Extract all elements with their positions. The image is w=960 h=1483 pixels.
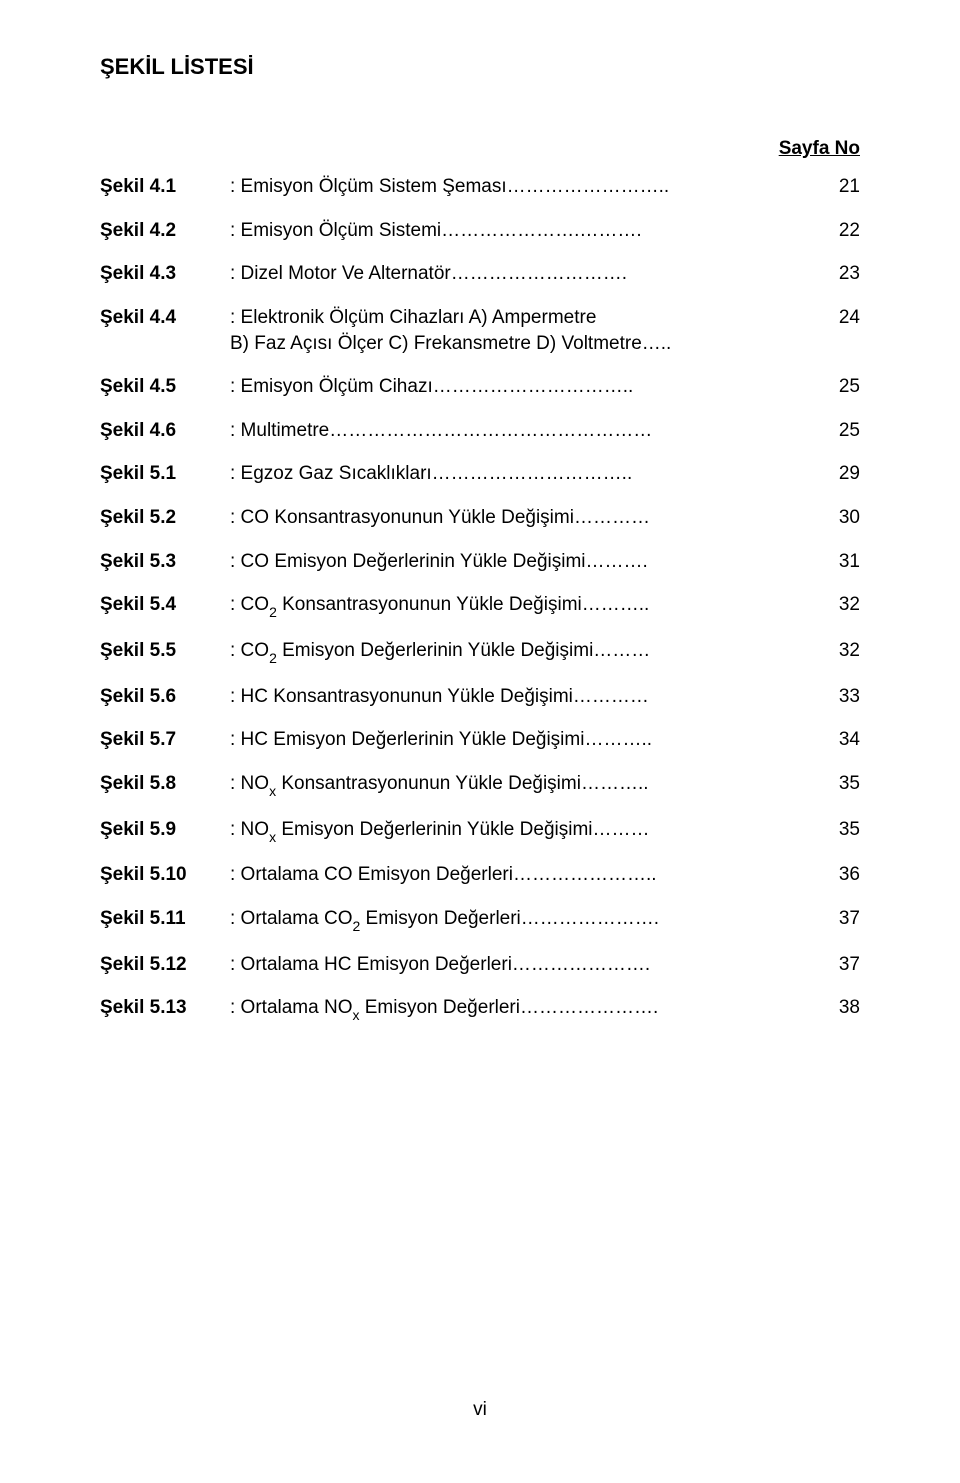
table-row: Şekil 5.2: CO Konsantrasyonunun Yükle De…	[100, 505, 860, 549]
figure-label: Şekil 4.1	[100, 174, 230, 218]
figure-description: : HC Konsantrasyonunun Yükle Değişimi…………	[230, 684, 800, 728]
figure-page-number: 34	[800, 727, 860, 771]
table-row: Şekil 5.10: Ortalama CO Emisyon Değerler…	[100, 862, 860, 906]
table-row: Şekil 4.2: Emisyon Ölçüm Sistemi………………….…	[100, 218, 860, 262]
figure-page-number: 35	[800, 817, 860, 863]
figure-page-number: 32	[800, 638, 860, 684]
figure-label: Şekil 5.2	[100, 505, 230, 549]
table-row: Şekil 4.6: Multimetre……………………………………………25	[100, 418, 860, 462]
figure-description: : NOx Konsantrasyonunun Yükle Değişimi………	[230, 771, 800, 817]
figure-description: : Ortalama CO2 Emisyon Değerleri………………….	[230, 906, 800, 952]
figure-description: : Egzoz Gaz Sıcaklıkları…………………………..	[230, 461, 800, 505]
table-row: Şekil 5.11: Ortalama CO2 Emisyon Değerle…	[100, 906, 860, 952]
figure-label: Şekil 5.4	[100, 592, 230, 638]
figure-page-number: 21	[800, 174, 860, 218]
table-row: Şekil 5.1: Egzoz Gaz Sıcaklıkları……………………	[100, 461, 860, 505]
figure-label: Şekil 5.5	[100, 638, 230, 684]
figure-page-number: 38	[800, 995, 860, 1041]
figure-description: : Emisyon Ölçüm Cihazı…………………………..	[230, 374, 800, 418]
page-no-header: Sayfa No	[100, 138, 860, 160]
figure-label: Şekil 4.4	[100, 305, 230, 374]
page-number: vi	[0, 1399, 960, 1421]
figure-description: : Emisyon Ölçüm Sistem Şeması……………………..	[230, 174, 800, 218]
figure-page-number: 30	[800, 505, 860, 549]
figure-description: : Elektronik Ölçüm Cihazları A) Ampermet…	[230, 305, 800, 374]
figure-description: : HC Emisyon Değerlerinin Yükle Değişimi…	[230, 727, 800, 771]
figure-page-number: 29	[800, 461, 860, 505]
figure-page-number: 24	[800, 305, 860, 374]
table-row: Şekil 4.3: Dizel Motor Ve Alternatör……………	[100, 261, 860, 305]
figure-description: : CO Konsantrasyonunun Yükle Değişimi…………	[230, 505, 800, 549]
figure-description: : Emisyon Ölçüm Sistemi………………….……….	[230, 218, 800, 262]
figure-label: Şekil 5.12	[100, 952, 230, 996]
table-row: Şekil 5.8: NOx Konsantrasyonunun Yükle D…	[100, 771, 860, 817]
figure-page-number: 35	[800, 771, 860, 817]
figure-label: Şekil 5.1	[100, 461, 230, 505]
figure-page-number: 25	[800, 418, 860, 462]
figure-label: Şekil 5.6	[100, 684, 230, 728]
table-row: Şekil 5.6: HC Konsantrasyonunun Yükle De…	[100, 684, 860, 728]
figure-page-number: 32	[800, 592, 860, 638]
figure-label: Şekil 5.10	[100, 862, 230, 906]
figure-label: Şekil 5.7	[100, 727, 230, 771]
figure-description: : CO2 Konsantrasyonunun Yükle Değişimi………	[230, 592, 800, 638]
figure-label: Şekil 5.11	[100, 906, 230, 952]
figure-description: : Multimetre……………………………………………	[230, 418, 800, 462]
list-heading: ŞEKİL LİSTESİ	[100, 54, 860, 80]
figure-description: : Ortalama NOx Emisyon Değerleri………………….	[230, 995, 800, 1041]
figure-page-number: 33	[800, 684, 860, 728]
figure-label: Şekil 4.5	[100, 374, 230, 418]
figure-description: : Ortalama HC Emisyon Değerleri………………….	[230, 952, 800, 996]
figure-page-number: 25	[800, 374, 860, 418]
figure-label: Şekil 4.3	[100, 261, 230, 305]
figure-page-number: 37	[800, 906, 860, 952]
figure-label: Şekil 5.9	[100, 817, 230, 863]
figure-list-table: Şekil 4.1: Emisyon Ölçüm Sistem Şeması………	[100, 174, 860, 1041]
figure-label: Şekil 5.3	[100, 549, 230, 593]
table-row: Şekil 4.5: Emisyon Ölçüm Cihazı…………………………	[100, 374, 860, 418]
table-row: Şekil 5.4: CO2 Konsantrasyonunun Yükle D…	[100, 592, 860, 638]
table-row: Şekil 5.13: Ortalama NOx Emisyon Değerle…	[100, 995, 860, 1041]
figure-page-number: 23	[800, 261, 860, 305]
table-row: Şekil 4.1: Emisyon Ölçüm Sistem Şeması………	[100, 174, 860, 218]
figure-description: : NOx Emisyon Değerlerinin Yükle Değişim…	[230, 817, 800, 863]
figure-label: Şekil 4.2	[100, 218, 230, 262]
table-row: Şekil 5.5: CO2 Emisyon Değerlerinin Yükl…	[100, 638, 860, 684]
table-row: Şekil 5.7: HC Emisyon Değerlerinin Yükle…	[100, 727, 860, 771]
figure-page-number: 37	[800, 952, 860, 996]
figure-page-number: 31	[800, 549, 860, 593]
figure-label: Şekil 5.8	[100, 771, 230, 817]
table-row: Şekil 5.12: Ortalama HC Emisyon Değerler…	[100, 952, 860, 996]
figure-description: : CO Emisyon Değerlerinin Yükle Değişimi…	[230, 549, 800, 593]
table-row: Şekil 5.9: NOx Emisyon Değerlerinin Yükl…	[100, 817, 860, 863]
figure-description: : Dizel Motor Ve Alternatör……………………….	[230, 261, 800, 305]
figure-description: : Ortalama CO Emisyon Değerleri…………………..	[230, 862, 800, 906]
table-row: Şekil 4.4: Elektronik Ölçüm Cihazları A)…	[100, 305, 860, 374]
figure-label: Şekil 4.6	[100, 418, 230, 462]
figure-page-number: 36	[800, 862, 860, 906]
figure-page-number: 22	[800, 218, 860, 262]
table-row: Şekil 5.3: CO Emisyon Değerlerinin Yükle…	[100, 549, 860, 593]
figure-label: Şekil 5.13	[100, 995, 230, 1041]
figure-description: : CO2 Emisyon Değerlerinin Yükle Değişim…	[230, 638, 800, 684]
